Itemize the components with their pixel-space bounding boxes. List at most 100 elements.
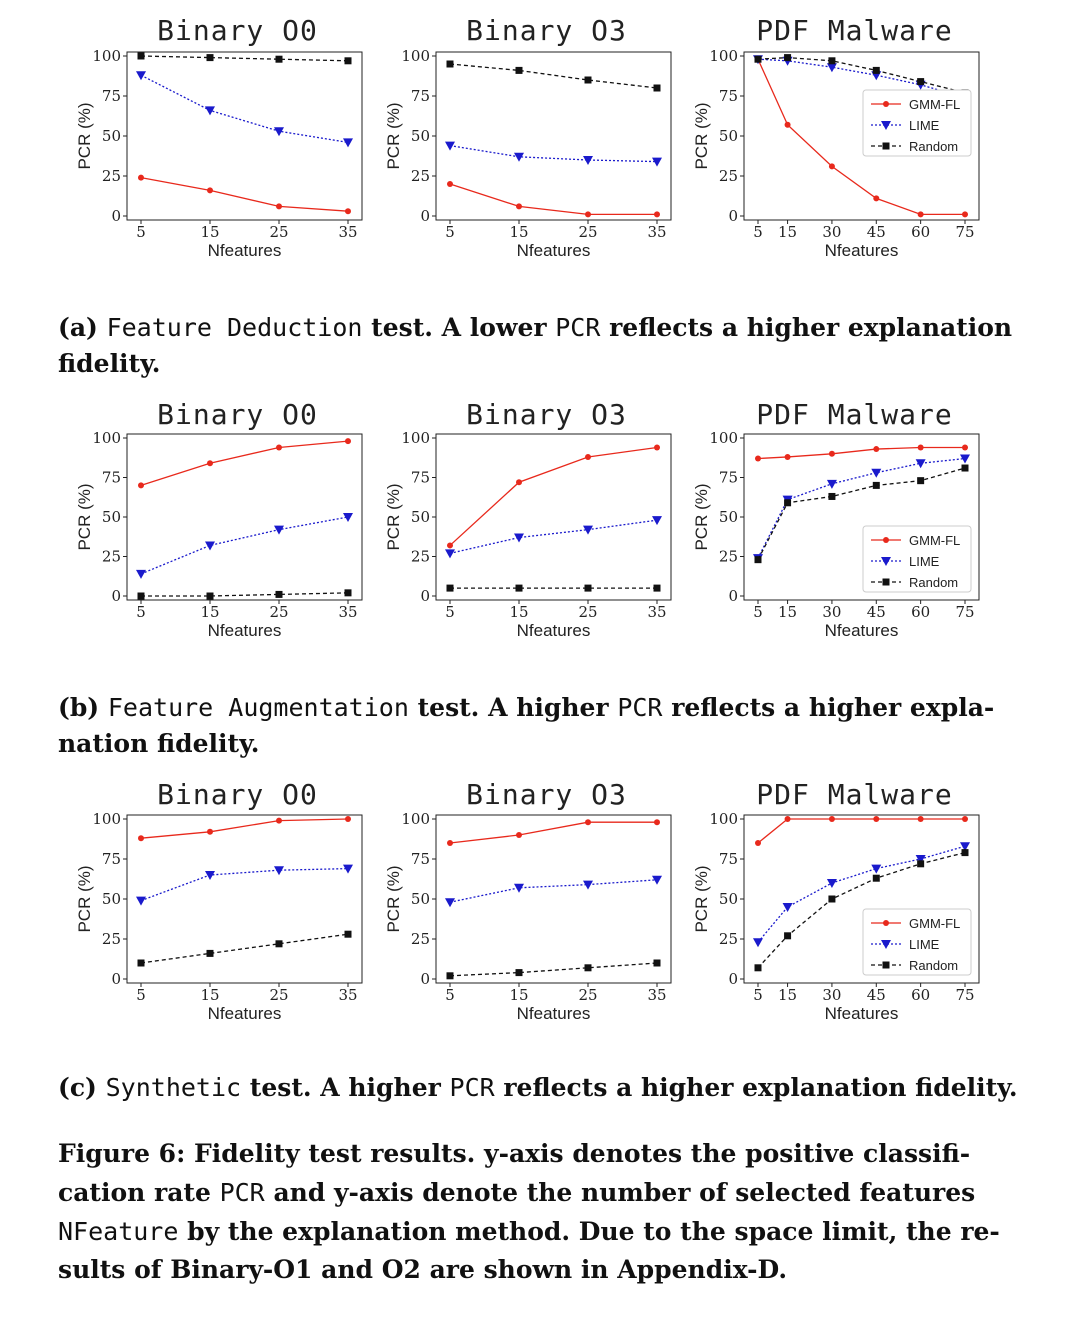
legend-label: GMM-FL: [909, 97, 960, 112]
x-tick-label: 5: [445, 223, 455, 241]
legend-label: Random: [909, 139, 958, 154]
series-line-random: [141, 592, 349, 597]
data-point-gmm-fl: [276, 444, 282, 451]
data-point-random: [754, 964, 762, 972]
data-point-gmm-fl: [345, 438, 351, 445]
y-tick-label: 75: [102, 850, 121, 868]
y-tick-label: 100: [92, 47, 121, 65]
legend-marker: [883, 537, 889, 543]
data-point-gmm-fl: [138, 174, 144, 181]
data-point-random: [275, 590, 283, 598]
data-point-lime: [960, 454, 970, 464]
data-point-lime: [826, 479, 837, 489]
chart-7: Binary O0 0 25 50 75 100 5 15 25 35 Nfeatures PCR (…: [75, 778, 363, 1023]
series-line-random: [757, 851, 966, 969]
data-point-lime: [445, 141, 455, 151]
data-point-lime: [343, 513, 353, 522]
y-tick-label: 100: [92, 810, 121, 828]
data-point-lime: [274, 866, 284, 876]
data-point-random: [784, 932, 792, 940]
data-point-lime: [960, 842, 970, 852]
data-point-random: [446, 584, 454, 592]
data-point-gmm-fl: [828, 816, 835, 822]
data-point-lime: [826, 879, 837, 888]
chart-title: PDF Malware: [756, 778, 952, 811]
chart-title: Binary O0: [157, 778, 318, 811]
data-point-lime: [871, 468, 882, 478]
data-point-gmm-fl: [345, 816, 351, 822]
data-point-random: [584, 584, 592, 592]
data-point-lime: [136, 71, 146, 81]
x-axis-label: Nfeatures: [208, 1004, 282, 1023]
x-axis-label: Nfeatures: [517, 241, 591, 260]
figure-caption: Figure 6: Fidelity test results. y-axis …: [58, 1139, 1000, 1285]
caption-c: (c) Synthetic test. A higher PCR reflect…: [58, 1073, 1018, 1102]
data-point-gmm-fl: [962, 816, 968, 822]
x-tick-label: 15: [778, 223, 797, 241]
y-tick-label: 50: [719, 127, 738, 145]
legend-marker: [881, 940, 891, 949]
data-point-random: [917, 477, 925, 485]
y-tick-label: 50: [411, 890, 430, 908]
data-point-gmm-fl: [917, 211, 924, 218]
legend-label: GMM-FL: [909, 916, 960, 931]
chart-title: Binary O3: [466, 778, 627, 811]
data-point-random: [828, 895, 836, 903]
x-tick-label: 15: [509, 986, 528, 1004]
data-point-random: [515, 969, 523, 977]
data-point-gmm-fl: [873, 195, 880, 202]
series-line-gmm-fl: [757, 58, 965, 216]
data-point-random: [784, 499, 792, 507]
y-tick-label: 75: [411, 850, 430, 868]
data-point-random: [872, 66, 880, 74]
y-tick-label: 25: [102, 930, 121, 948]
data-point-lime: [514, 533, 524, 543]
data-point-lime: [826, 63, 837, 73]
y-axis-label: PCR (%): [75, 102, 94, 169]
chart-9: PDF Malware 0 25 50 75 100 5 15 30 45 60 75 Nfeature…: [692, 778, 980, 1023]
plot-frame: [435, 433, 672, 601]
y-tick-label: 100: [401, 429, 430, 447]
x-tick-label: 60: [911, 986, 930, 1004]
data-point-lime: [782, 903, 793, 912]
data-point-gmm-fl: [654, 444, 660, 451]
x-axis-label: Nfeatures: [825, 1004, 899, 1023]
series-line-random: [140, 933, 349, 964]
data-point-random: [344, 589, 352, 597]
data-point-gmm-fl: [828, 450, 835, 457]
x-tick-label: 25: [578, 603, 597, 621]
chart-5: Binary O3 0 25 50 75 100 5 15 25 35 Nfeatures PCR (…: [384, 398, 672, 640]
y-tick-label: 0: [420, 207, 430, 225]
y-tick-label: 75: [411, 87, 430, 105]
legend-box: [862, 89, 972, 157]
data-point-lime: [445, 898, 455, 908]
x-tick-label: 5: [136, 986, 146, 1004]
x-axis-label: Nfeatures: [208, 241, 282, 260]
data-point-gmm-fl: [784, 816, 791, 822]
data-point-gmm-fl: [276, 203, 282, 210]
data-point-random: [872, 874, 880, 882]
data-point-lime: [136, 569, 146, 579]
y-tick-label: 100: [401, 810, 430, 828]
y-tick-label: 75: [719, 850, 738, 868]
y-tick-label: 0: [111, 587, 121, 605]
data-point-lime: [514, 152, 524, 162]
plot-frame: [126, 814, 363, 984]
legend-label: Random: [909, 575, 958, 590]
chart-2: Binary O3 0 25 50 75 100 5 15 25 35 Nfeatures PCR (…: [384, 14, 672, 260]
legend-marker: [881, 121, 891, 130]
y-tick-label: 0: [111, 970, 121, 988]
data-point-random: [446, 972, 454, 980]
data-point-gmm-fl: [276, 817, 282, 824]
data-point-lime: [343, 864, 353, 874]
y-tick-label: 75: [102, 469, 121, 487]
x-tick-label: 5: [753, 223, 763, 241]
y-tick-label: 75: [102, 87, 121, 105]
data-point-lime: [343, 138, 353, 148]
data-point-random: [828, 57, 836, 65]
data-point-lime: [205, 541, 215, 551]
x-tick-label: 35: [338, 223, 357, 241]
plot-frame: [126, 433, 363, 601]
x-tick-label: 25: [578, 223, 597, 241]
data-point-random: [446, 60, 454, 68]
